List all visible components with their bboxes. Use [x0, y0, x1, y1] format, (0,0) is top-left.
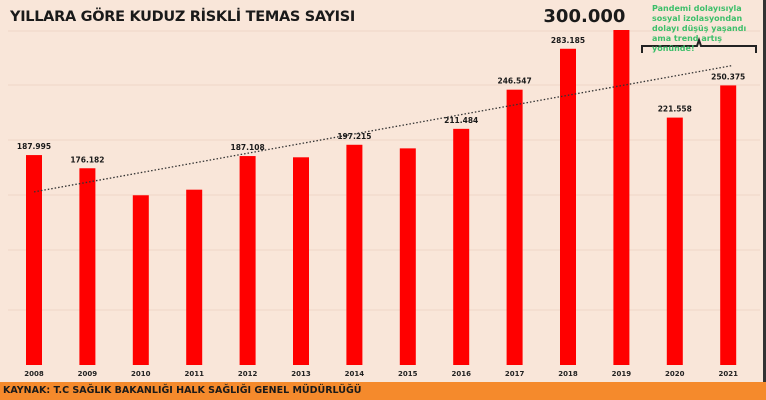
- bar-2011: [186, 189, 203, 365]
- bar-2017: [506, 89, 523, 366]
- data-label: 176.182: [70, 155, 104, 164]
- x-tick-label: 2017: [505, 370, 525, 378]
- x-tick-label: 2014: [345, 370, 365, 378]
- bar-2020: [666, 117, 683, 365]
- bar-2021: [720, 85, 737, 365]
- source-text: KAYNAK: T.C SAĞLIK BAKANLIĞI HALK SAĞLIĞ…: [3, 385, 362, 396]
- chart-title: YILLARA GÖRE KUDUZ RİSKLİ TEMAS SAYISI: [10, 9, 355, 25]
- bar-2008: [26, 155, 42, 365]
- x-tick-label: 2020: [665, 370, 685, 378]
- data-label: 187.995: [17, 142, 51, 151]
- x-tick-label: 2015: [398, 370, 418, 378]
- data-label: 283.185: [551, 36, 585, 45]
- bar-2019: [613, 30, 630, 365]
- x-tick-label: 2021: [718, 370, 738, 378]
- x-tick-label: 2016: [451, 370, 471, 378]
- bar-2016: [453, 128, 470, 365]
- data-label: 300.000: [543, 6, 625, 27]
- x-tick-label: 2010: [131, 370, 151, 378]
- bar-2015: [399, 148, 416, 365]
- x-tick-label: 2009: [78, 370, 98, 378]
- bar-2010: [132, 195, 149, 365]
- bar-2014: [346, 144, 363, 365]
- x-tick-label: 2008: [24, 370, 44, 378]
- source-footer: KAYNAK: T.C SAĞLIK BAKANLIĞI HALK SAĞLIĞ…: [0, 382, 766, 400]
- data-label: 250.375: [711, 72, 745, 81]
- annotation-note: Pandemi dolayısıyla sosyal izolasyondan …: [652, 4, 747, 53]
- data-label: 187.108: [231, 143, 265, 152]
- data-label: 221.558: [658, 105, 692, 114]
- x-tick-label: 2018: [558, 370, 578, 378]
- bar-2018: [560, 48, 576, 366]
- trend-line: [33, 65, 732, 193]
- x-tick-label: 2013: [291, 370, 311, 378]
- data-label: 246.547: [498, 77, 532, 86]
- annotation-brace: [641, 36, 757, 53]
- data-label: 211.484: [444, 116, 478, 125]
- right-border: [763, 0, 766, 382]
- x-tick-label: 2011: [184, 370, 204, 378]
- bar-2013: [293, 157, 309, 365]
- bar-2012: [239, 156, 256, 365]
- data-label: 197.215: [337, 132, 371, 141]
- bar-2009: [79, 168, 96, 365]
- x-tick-label: 2019: [612, 370, 632, 378]
- x-tick-label: 2012: [238, 370, 258, 378]
